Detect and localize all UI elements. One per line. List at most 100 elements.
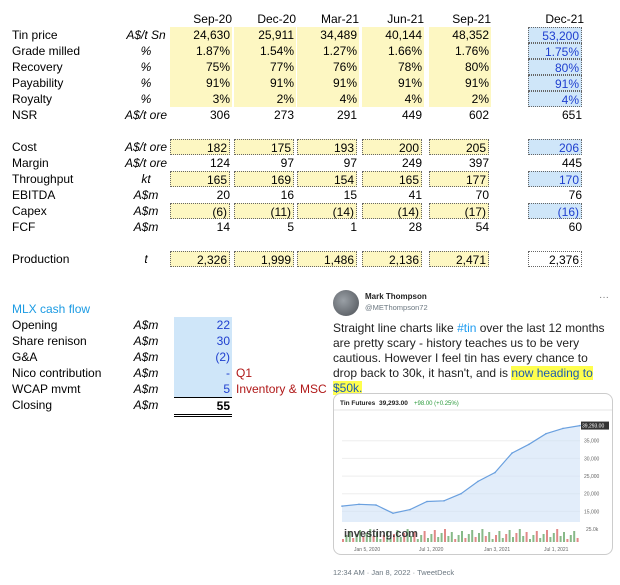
chart-volume-bar bbox=[508, 530, 511, 542]
row-cost-unit: A$/t ore bbox=[124, 140, 168, 154]
chart-volume-bar bbox=[573, 531, 576, 542]
chart-point bbox=[528, 443, 530, 446]
row-fcf-cell: 14 bbox=[216, 220, 230, 234]
chart-volume-bar bbox=[348, 531, 351, 542]
row-fcf-cell: 54 bbox=[475, 220, 489, 234]
row-recovery-unit: % bbox=[140, 60, 152, 74]
chart-volume-bar bbox=[406, 529, 409, 542]
cashflow-opening-unit: A$m bbox=[133, 318, 159, 332]
chart-volume-bar bbox=[440, 533, 443, 542]
chart-ytick: 35,000 bbox=[584, 439, 600, 445]
chart-volume-bar bbox=[529, 539, 531, 542]
row-cost-cell: 182 bbox=[170, 139, 230, 155]
chart-point bbox=[545, 432, 547, 435]
row-capex-cell: (14) bbox=[362, 203, 422, 219]
chart-volume-bar bbox=[488, 532, 491, 542]
chart-point bbox=[511, 452, 513, 454]
row-cost-cell: 205 bbox=[429, 139, 489, 155]
chart-volume-bar bbox=[396, 530, 399, 542]
cashflow-opening-label: Opening bbox=[12, 318, 58, 332]
chart-area bbox=[342, 425, 580, 522]
chart-volume-bar bbox=[352, 538, 355, 542]
row-production-cell: 2,326 bbox=[170, 251, 230, 267]
chart-volume-bar bbox=[563, 532, 565, 542]
chart-ytick: 20,000 bbox=[584, 492, 600, 498]
chart-volume-bar bbox=[471, 530, 474, 542]
row-tin-price-label: Tin price bbox=[12, 28, 58, 42]
avatar[interactable] bbox=[333, 290, 359, 316]
cashflow-wcap-mvmt-note: Inventory & MSC bbox=[236, 382, 327, 396]
row-nsr-cell: 449 bbox=[401, 108, 422, 122]
chart-point bbox=[426, 500, 428, 503]
hashtag-link[interactable]: #tin bbox=[457, 321, 477, 335]
chart-ytick: 15,000 bbox=[584, 509, 600, 515]
cashflow-g-a-label: G&A bbox=[12, 350, 38, 364]
cashflow-nico-contribution-note: Q1 bbox=[236, 366, 253, 380]
chart-volume-bar bbox=[569, 535, 572, 542]
chart-point bbox=[358, 503, 360, 506]
chart-volume-bar bbox=[512, 537, 514, 542]
chart-volume-bar bbox=[416, 539, 419, 542]
chart-point bbox=[460, 492, 462, 495]
more-options-icon[interactable]: ··· bbox=[599, 292, 609, 303]
chart-svg: Tin Futures 39,293.00 +98.00 (+0.25%)35,00… bbox=[334, 400, 612, 553]
row-nsr-cell: 273 bbox=[273, 108, 294, 122]
row-margin-cell: 97 bbox=[280, 156, 294, 170]
row-tin-price-cell: 48,352 bbox=[429, 27, 491, 43]
row-ebitda-cell: 16 bbox=[280, 188, 294, 202]
chart-volume-bar bbox=[501, 538, 504, 542]
chart-volume-bar bbox=[379, 539, 382, 542]
row-capex-forecast: (16) bbox=[528, 203, 582, 219]
chart-volume-bar bbox=[518, 529, 521, 542]
row-tin-price-unit: A$/t Sn bbox=[126, 28, 166, 42]
tweet-timestamp[interactable]: 12:34 AM · Jan 8, 2022 · TweetDeck bbox=[333, 568, 455, 577]
chart-ytick: 25,000 bbox=[584, 474, 600, 480]
chart-volume-bar bbox=[464, 538, 467, 542]
column-header: Jun-21 bbox=[387, 12, 424, 26]
row-ebitda-forecast: 76 bbox=[568, 188, 582, 202]
row-cost-cell: 175 bbox=[234, 139, 294, 155]
row-payability-cell: 91% bbox=[429, 75, 491, 91]
chart-volume-bar bbox=[410, 536, 412, 542]
row-payability-cell: 91% bbox=[170, 75, 232, 91]
chart-volume-bar bbox=[478, 533, 480, 542]
chart-volume-bar bbox=[522, 536, 525, 542]
row-margin-cell: 97 bbox=[343, 156, 357, 170]
row-royalty-label: Royalty bbox=[12, 92, 53, 106]
chart-volume-bar bbox=[498, 531, 501, 542]
row-margin-unit: A$/t ore bbox=[124, 156, 168, 170]
row-margin-cell: 124 bbox=[209, 156, 230, 170]
chart-volume-bar bbox=[389, 538, 392, 542]
row-production-cell: 1,486 bbox=[297, 251, 357, 267]
chart-volume-bar bbox=[430, 534, 433, 542]
tweet-author-name[interactable]: Mark Thompson bbox=[365, 292, 427, 301]
chart-volume-bar bbox=[467, 534, 470, 542]
row-fcf-cell: 5 bbox=[287, 220, 294, 234]
row-nsr-cell: 306 bbox=[209, 108, 230, 122]
row-payability-forecast: 91% bbox=[528, 75, 582, 91]
row-cost-cell: 200 bbox=[362, 139, 422, 155]
row-throughput-cell: 165 bbox=[362, 171, 422, 187]
chart-volume-tick: 25.0k bbox=[586, 527, 599, 533]
chart-xtick: Jul 1, 2020 bbox=[419, 547, 444, 553]
row-production-forecast: 2,376 bbox=[528, 251, 582, 267]
row-recovery-label: Recovery bbox=[12, 60, 63, 74]
chart-point bbox=[477, 480, 479, 483]
chart-volume-bar bbox=[403, 533, 406, 542]
row-grade-milled-cell: 1.76% bbox=[429, 43, 491, 59]
row-throughput-cell: 177 bbox=[429, 171, 489, 187]
row-tin-price-forecast: 53,200 bbox=[528, 27, 582, 43]
chart-point bbox=[494, 471, 496, 474]
chart-point bbox=[579, 424, 581, 427]
tweet-author-handle[interactable]: @METhompson72 bbox=[365, 303, 428, 312]
chart-volume-bar bbox=[474, 537, 477, 542]
tweet-text-part: over the last 12 months are pretty scary… bbox=[333, 321, 605, 380]
row-ebitda-cell: 70 bbox=[475, 188, 489, 202]
row-throughput-forecast: 170 bbox=[528, 171, 582, 187]
row-ebitda-cell: 15 bbox=[343, 188, 357, 202]
row-recovery-cell: 80% bbox=[429, 59, 491, 75]
row-nsr-label: NSR bbox=[12, 108, 38, 122]
row-margin-forecast: 445 bbox=[561, 156, 582, 170]
row-payability-cell: 91% bbox=[297, 75, 359, 91]
chart-volume-bar bbox=[420, 535, 423, 542]
